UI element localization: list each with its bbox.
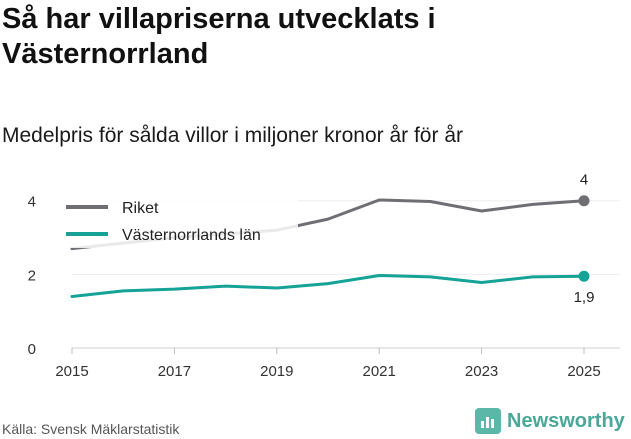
legend-label: Västernorrlands län (122, 227, 261, 244)
y-tick-label: 4 (28, 194, 36, 211)
chart-end-labels: 41,9 (574, 172, 595, 306)
source-note: Källa: Svensk Mäklarstatistik (2, 421, 180, 437)
x-tick-label: 2021 (363, 363, 396, 380)
brand-name: Newsworthy (507, 409, 625, 432)
series-line (70, 274, 586, 298)
x-tick-label: 2017 (158, 363, 191, 380)
legend-background (62, 190, 298, 248)
x-tick-label: 2015 (55, 363, 88, 380)
y-tick-label: 0 (28, 341, 36, 358)
x-tick-label: 2025 (567, 363, 600, 380)
series-end-point (578, 270, 590, 282)
x-tick-label: 2023 (465, 363, 498, 380)
chart-axes: 0 2 4 2015 2017 2019 2021 2023 2025 (28, 194, 620, 380)
series-end-point (578, 195, 590, 207)
x-tick-label: 2019 (260, 363, 293, 380)
series-end-label: 4 (580, 172, 588, 189)
chart-subtitle: Medelpris för sålda villor i miljoner kr… (2, 124, 463, 147)
legend-label: Riket (122, 200, 159, 217)
y-tick-label: 2 (28, 267, 36, 284)
newsworthy-logo-icon (475, 408, 501, 434)
chart-title: Så har villapriserna utvecklats i Väster… (2, 3, 436, 70)
chart-legend: Riket Västernorrlands län (62, 190, 298, 248)
series-end-label: 1,9 (574, 289, 595, 306)
newsworthy-logo: Newsworthy (475, 408, 625, 434)
